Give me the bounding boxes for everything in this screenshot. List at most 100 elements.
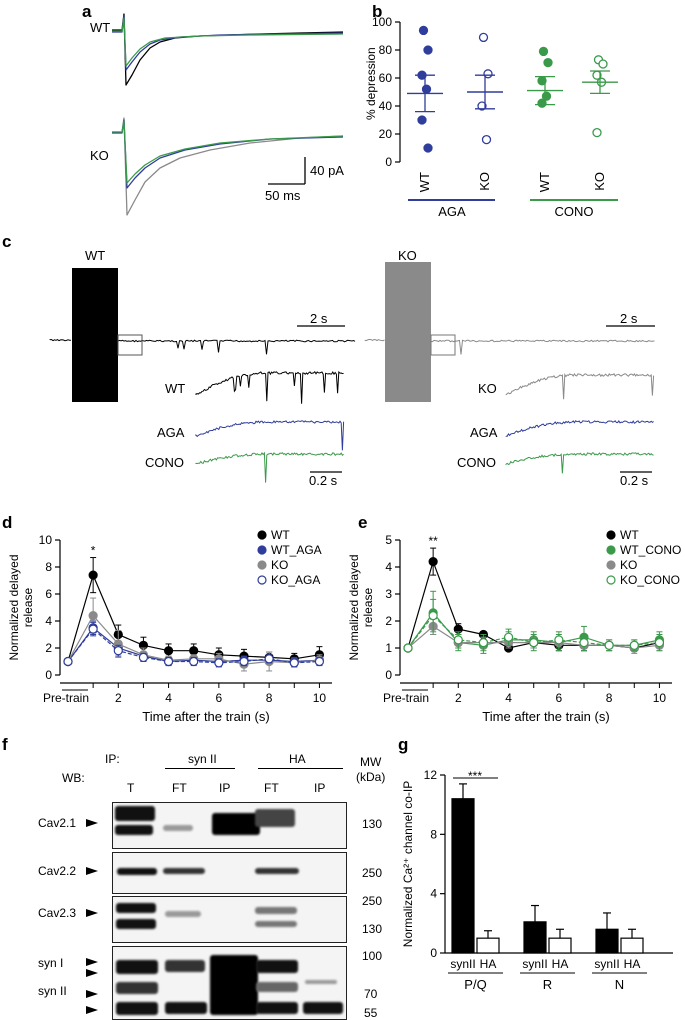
- panelD-ytick-label: 6: [45, 587, 52, 601]
- trace-c-wt-post: [117, 339, 356, 355]
- panelD-xtick-label: 2: [115, 691, 122, 705]
- panelE-point-KO_CONO: [604, 640, 614, 650]
- panel-b-ytick-label: 40: [379, 99, 393, 113]
- panelE-ytick-label: 3: [385, 587, 392, 601]
- panel-b-chart: 0 20 40 60 80 100 WT KO WT KO AGA CONO: [372, 15, 618, 219]
- panelD-point-WT: [189, 646, 199, 656]
- panel-letter-a: a: [82, 2, 92, 21]
- panel-c-inset-label-wt: WT: [165, 381, 186, 396]
- inset-wt-trace: [195, 370, 344, 404]
- ip-label: IP:: [105, 752, 120, 766]
- mw-130-b: 130: [362, 922, 383, 936]
- trace-label-ko: KO: [90, 148, 109, 163]
- panelE-legend-label: KO: [620, 558, 637, 572]
- panel-b-ytick-label: 60: [379, 71, 393, 85]
- panelD-point-WT: [163, 646, 174, 656]
- panel-b-ylabel: % depression: [364, 47, 378, 120]
- panelD-point-KO_AGA: [88, 624, 98, 634]
- mw-250-a: 250: [362, 866, 383, 880]
- panel-g-bar: [451, 798, 475, 954]
- panel-c-title-wt: WT: [85, 248, 106, 263]
- panel-a-scale-bar: [268, 157, 306, 185]
- panel-f-western-blot: IP: syn II HA WB: T FT IP FT IP MW (kDa): [0, 740, 395, 1020]
- scale-label-ms: 50 ms: [265, 188, 301, 203]
- panel-g-significance: ***: [468, 769, 482, 783]
- panel-b-data-point: [418, 25, 429, 36]
- panel-letter-g: g: [398, 735, 409, 754]
- panel-g-group-label: R: [543, 977, 552, 992]
- panelE-significance: **: [428, 534, 438, 548]
- zoom-box-wt: [117, 334, 143, 356]
- panelD-xtick-label: 4: [165, 691, 172, 705]
- row-label-cav23: Cav2.3: [38, 906, 77, 920]
- trace-c-ko-pre: [364, 338, 385, 342]
- trace-c-ko-post: [430, 339, 655, 355]
- panelD-point-KO_AGA: [189, 656, 199, 667]
- panelD-legend-label: KO_AGA: [271, 573, 320, 587]
- panel-b-data-point: [478, 32, 489, 43]
- panelD-point-KO_AGA: [289, 658, 299, 668]
- panelD-xtick-label: 8: [266, 691, 273, 705]
- row-label-cav21: Cav2.1: [38, 816, 77, 830]
- panel-g-group-label: P/Q: [464, 977, 486, 992]
- panelE-legend-marker: [606, 545, 616, 555]
- panel-c-title-ko: KO: [398, 248, 417, 263]
- trace-label-wt: WT: [90, 20, 111, 35]
- panelE-point-KO_CONO: [478, 637, 489, 648]
- panel-g-category-label: synII: [450, 957, 475, 971]
- panel-letter-f: f: [2, 735, 8, 754]
- ko-trace-group: [112, 117, 344, 216]
- lane-label-ft-2: FT: [264, 781, 279, 795]
- ip-group-ha: HA: [289, 752, 306, 766]
- panelD-point-KO_AGA: [63, 656, 73, 667]
- panel-a-traces: [112, 13, 344, 216]
- panelD-pretrain-label: Pre-train: [43, 691, 89, 705]
- lane-label-ft-1: FT: [172, 781, 187, 795]
- panel-b-data-point: [423, 45, 433, 55]
- panelD-point-KO_AGA: [264, 654, 274, 664]
- panel-g-category-label: HA: [624, 957, 641, 971]
- panelD-legend-marker: [257, 530, 267, 540]
- kda-label: (kDa): [356, 770, 386, 784]
- panelE-legend-marker: [606, 575, 616, 585]
- row-label-synii: syn II: [38, 984, 67, 998]
- panelE-legend-label: WT: [620, 528, 639, 542]
- panel-g-ylabel: Normalized Ca²⁺ channel co-IP: [401, 781, 415, 947]
- panelE-ytick-label: 5: [385, 533, 392, 547]
- panelD-legend-label: KO: [271, 558, 288, 572]
- panel-c-inset-label-cono-right: CONO: [457, 455, 496, 470]
- lane-label-ip-1: IP: [219, 781, 231, 795]
- panelE-point-KO_CONO: [428, 610, 438, 621]
- mw-70: 70: [364, 987, 378, 1001]
- panel-g-group-label: N: [615, 977, 624, 992]
- panel-g-category-label: synII: [594, 957, 619, 971]
- panelD-xtick-label: 10: [313, 691, 327, 705]
- panelD-point-KO_AGA: [239, 656, 249, 667]
- zoom-box-ko: [430, 334, 456, 356]
- panel-g-bar: [476, 937, 500, 954]
- panelE-ytick-label: 0: [385, 668, 392, 682]
- panel-e-chart: 0 1 2 3 4 5 2 4 6 8 10 Pre-train Time after the trai…: [347, 528, 681, 724]
- panelE-ytick-label: 1: [385, 641, 392, 655]
- panelD-legend-label: WT_AGA: [271, 543, 322, 557]
- blot-cav23: [112, 896, 347, 943]
- panel-b-data-point: [543, 57, 553, 68]
- wt-trace-group: [112, 13, 344, 86]
- panel-letter-e: e: [358, 513, 368, 532]
- arrow-cav23: [86, 909, 98, 917]
- panel-g-bar: [620, 937, 644, 954]
- panelD-point-KO_AGA: [214, 658, 224, 668]
- panelD-ytick-label: 0: [45, 668, 52, 682]
- panelE-point-WT: [428, 556, 438, 567]
- row-arrows: [86, 819, 98, 1014]
- panelE-legend-label: KO_CONO: [620, 573, 680, 587]
- panel-letter-b: b: [372, 2, 383, 21]
- panelD-legend-marker: [257, 560, 267, 570]
- panel-letter-d: d: [2, 513, 13, 532]
- panel-c-inset-label-ko: KO: [478, 381, 497, 396]
- panel-g-category-label: HA: [552, 957, 569, 971]
- panel-g-bar: [523, 921, 547, 954]
- wb-label: WB:: [62, 771, 85, 785]
- panelD-ytick-label: 2: [45, 641, 52, 655]
- arrow-syni-a: [86, 958, 98, 966]
